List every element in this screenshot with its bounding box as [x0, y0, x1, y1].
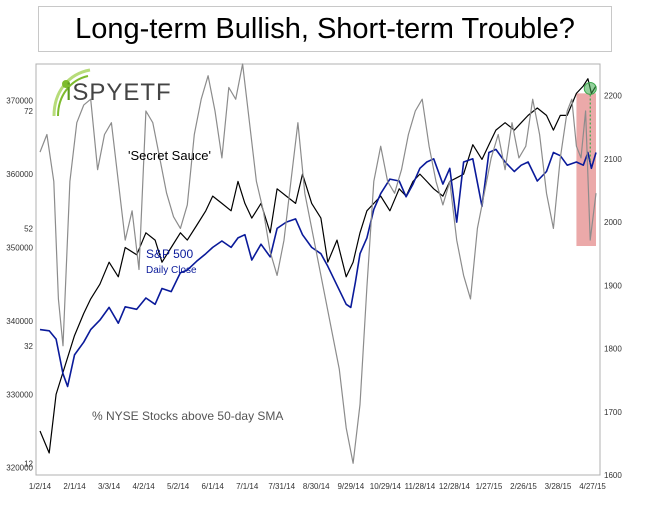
spx-sublabel: Daily Close [146, 265, 197, 276]
left-tick-label: 52 [24, 224, 33, 233]
right-tick-label: 1800 [604, 345, 622, 354]
right-tick-label: 1700 [604, 408, 622, 417]
left-tick-label: 32 [24, 342, 33, 351]
series-line-secret [39, 78, 597, 454]
right-tick-label: 1600 [604, 471, 622, 480]
x-tick-label: 4/2/14 [132, 482, 155, 491]
right-tick-label: 2000 [604, 218, 622, 227]
nyse-label: % NYSE Stocks above 50-day SMA [92, 409, 283, 423]
left-tick-label: 320000 [6, 464, 33, 473]
highlight-box [576, 93, 596, 247]
left-tick-label: 330000 [6, 390, 33, 399]
right-tick-label: 2200 [604, 92, 622, 101]
logo-suffix: ETF [123, 79, 172, 106]
x-tick-label: 1/27/15 [476, 482, 503, 491]
secret-sauce-label: 'Secret Sauce' [128, 148, 211, 163]
x-tick-label: 3/28/15 [545, 482, 572, 491]
ispyetf-logo [52, 68, 91, 117]
logo-text: iSPYETF [66, 79, 172, 107]
x-tick-label: 2/26/15 [510, 482, 537, 491]
x-tick-label: 9/29/14 [337, 482, 364, 491]
x-tick-label: 6/1/14 [202, 482, 225, 491]
series-line-spx [39, 148, 597, 388]
x-tick-label: 5/2/14 [167, 482, 190, 491]
left-axis-ticks: 320000 330000 340000 350000 360000 370000 12 32… [6, 97, 33, 473]
left-tick-label: 350000 [6, 243, 33, 252]
left-tick-label: 340000 [6, 317, 33, 326]
x-tick-label: 4/27/15 [579, 482, 606, 491]
x-tick-label: 10/29/14 [370, 482, 402, 491]
x-tick-label: 12/28/14 [439, 482, 471, 491]
right-axis-ticks: 1600 1700 1800 1900 2000 2100 2200 [604, 92, 622, 480]
x-axis-ticks: 1/2/14 2/1/14 3/3/14 4/2/14 5/2/14 6/1/14 7/1/… [29, 482, 607, 491]
x-tick-label: 8/30/14 [303, 482, 330, 491]
logo-brand: SPY [72, 79, 124, 106]
left-tick-label: 360000 [6, 170, 33, 179]
top-marker [583, 81, 597, 95]
x-tick-label: 1/2/14 [29, 482, 52, 491]
x-tick-label: 7/1/14 [236, 482, 259, 491]
plot-frame [35, 63, 601, 476]
x-tick-label: 7/31/14 [268, 482, 295, 491]
left-tick-label: 12 [24, 459, 33, 468]
left-tick-label: 370000 [6, 97, 33, 106]
series-line-nyse [39, 63, 597, 464]
logo-prefix: i [66, 79, 73, 106]
series-group [39, 63, 597, 464]
logo-swoosh-icon [52, 68, 91, 117]
left-tick-label: 72 [24, 107, 33, 116]
x-tick-label: 2/1/14 [63, 482, 86, 491]
chart-title: Long-term Bullish, Short-term Trouble? [38, 6, 612, 52]
x-tick-label: 3/3/14 [98, 482, 121, 491]
x-tick-label: 11/28/14 [405, 482, 436, 491]
right-tick-label: 1900 [604, 281, 622, 290]
right-tick-label: 2100 [604, 155, 622, 164]
spx-label: S&P 500 [146, 247, 193, 261]
